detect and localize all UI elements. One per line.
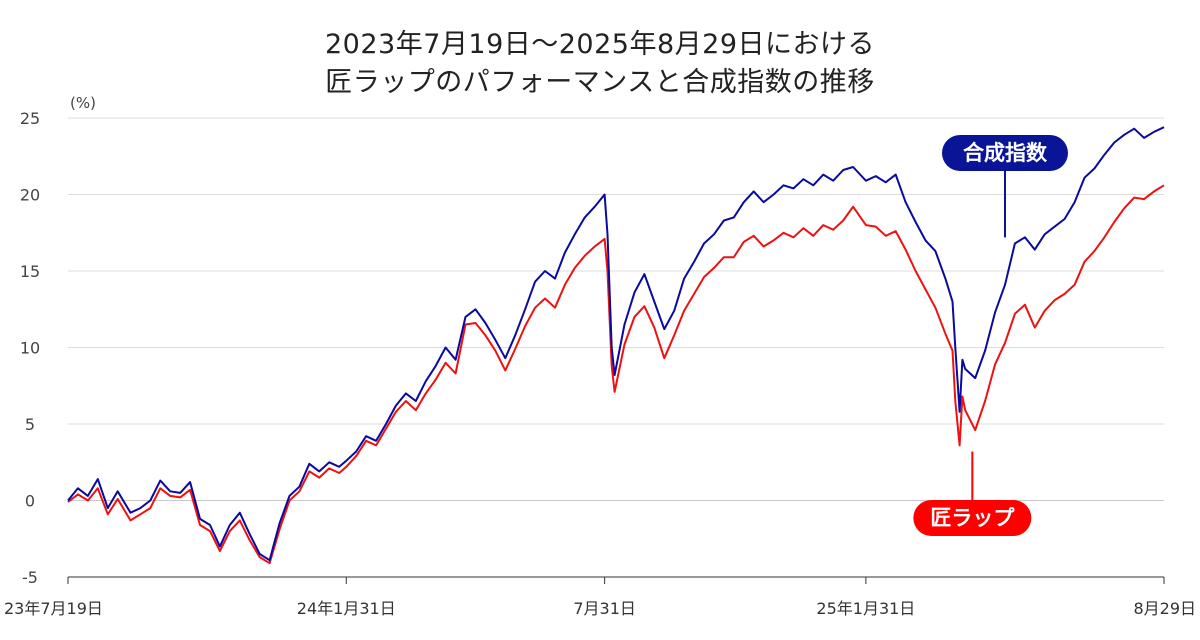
gridlines [68, 117, 1164, 578]
series-lines [67, 126, 1165, 565]
chart-subtitle: 匠ラップのパフォーマンスと合成指数の推移 [325, 67, 875, 98]
annotation-label: 合成指数 [963, 141, 1048, 165]
series-line [67, 184, 1165, 565]
y-tick-label: 25 [20, 109, 40, 128]
annotation-label-bg [913, 500, 1032, 536]
x-tick-label: 24年1月31日 [297, 599, 396, 618]
chart-title: 2023年7月19日～2025年8月29日における [325, 29, 875, 60]
y-axis-ticks: 25 20 15 10 5 0 -5 [20, 109, 40, 587]
y-tick-label: -5 [22, 568, 38, 587]
annotation-label-bg [941, 135, 1068, 171]
series-line [67, 126, 1165, 562]
y-axis-unit: (%) [70, 94, 96, 112]
x-tick-label: 23年7月19日 [4, 599, 103, 618]
y-tick-label: 0 [25, 492, 35, 511]
x-tick-label: 25年1月31日 [816, 599, 915, 618]
x-axis-ticks: 23年7月19日 24年1月31日 7月31日 25年1月31日 8月29日 [4, 577, 1196, 618]
annotation-label: 匠ラップ [930, 506, 1015, 530]
y-tick-label: 5 [25, 415, 35, 434]
y-tick-label: 20 [20, 186, 40, 205]
x-tick-label: 7月31日 [573, 599, 636, 618]
x-tick-label: 8月29日 [1133, 599, 1196, 618]
y-tick-label: 10 [20, 339, 40, 358]
y-tick-label: 15 [20, 262, 40, 281]
